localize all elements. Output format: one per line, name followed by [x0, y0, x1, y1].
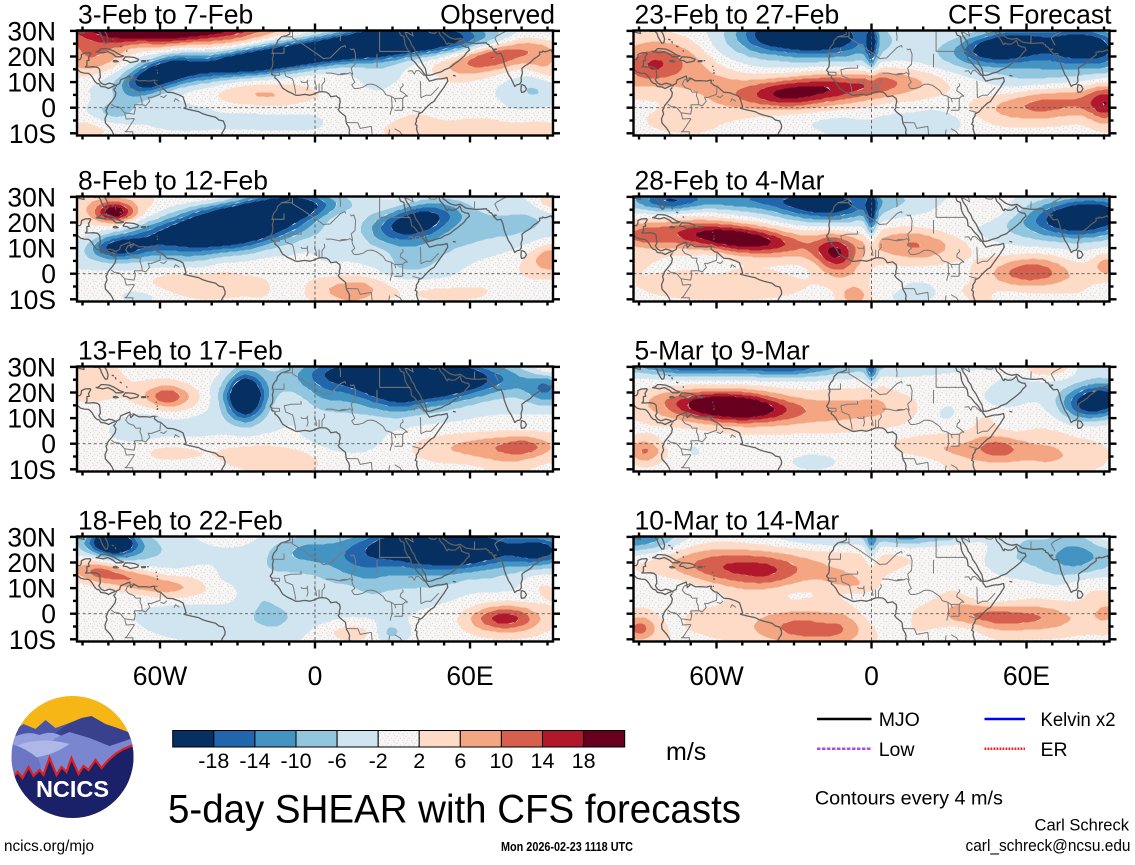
svg-text:30N: 30N: [7, 522, 56, 552]
svg-text:Kelvin x2: Kelvin x2: [1041, 709, 1116, 731]
svg-text:-2: -2: [369, 749, 388, 773]
svg-text:10N: 10N: [7, 68, 56, 98]
svg-text:10: 10: [489, 749, 513, 773]
svg-text:-10: -10: [280, 749, 311, 773]
svg-text:10S: 10S: [9, 455, 56, 485]
svg-text:20N: 20N: [7, 378, 56, 408]
svg-text:28-Feb to 4-Mar: 28-Feb to 4-Mar: [635, 166, 825, 196]
svg-text:20N: 20N: [7, 42, 56, 72]
svg-text:-6: -6: [328, 749, 347, 773]
svg-text:Contours every 4 m/s: Contours every 4 m/s: [815, 788, 1003, 810]
svg-text:carl_schreck@ncsu.edu: carl_schreck@ncsu.edu: [966, 837, 1131, 855]
svg-text:20N: 20N: [7, 548, 56, 578]
svg-text:18-Feb to 22-Feb: 18-Feb to 22-Feb: [78, 506, 283, 536]
svg-text:0: 0: [41, 259, 56, 289]
svg-text:14: 14: [531, 749, 555, 773]
svg-text:m/s: m/s: [666, 738, 706, 766]
svg-text:5-Mar to 9-Mar: 5-Mar to 9-Mar: [635, 336, 810, 366]
svg-text:10-Mar to 14-Mar: 10-Mar to 14-Mar: [635, 506, 840, 536]
svg-text:MJO: MJO: [879, 709, 920, 731]
svg-text:3-Feb to 7-Feb: 3-Feb to 7-Feb: [78, 0, 253, 30]
svg-text:Observed: Observed: [440, 0, 555, 30]
svg-text:-14: -14: [239, 749, 270, 773]
svg-text:ncics.org/mjo: ncics.org/mjo: [4, 838, 94, 855]
svg-text:10N: 10N: [7, 234, 56, 264]
svg-text:60E: 60E: [446, 661, 493, 691]
svg-text:30N: 30N: [7, 16, 56, 46]
svg-text:20N: 20N: [7, 208, 56, 238]
svg-text:Carl Schreck: Carl Schreck: [1035, 817, 1130, 835]
svg-text:0: 0: [864, 661, 879, 691]
svg-text:0: 0: [308, 661, 323, 691]
svg-text:CFS Forecast: CFS Forecast: [948, 0, 1112, 30]
svg-text:0: 0: [41, 599, 56, 629]
svg-text:Low: Low: [879, 739, 916, 761]
svg-text:10N: 10N: [7, 404, 56, 434]
svg-text:5-day SHEAR with CFS forecasts: 5-day SHEAR with CFS forecasts: [168, 788, 741, 832]
svg-text:8-Feb to 12-Feb: 8-Feb to 12-Feb: [78, 166, 268, 196]
svg-text:60W: 60W: [133, 661, 188, 691]
svg-text:10S: 10S: [9, 119, 56, 149]
svg-text:NCICS: NCICS: [36, 776, 109, 802]
svg-text:60E: 60E: [1003, 661, 1050, 691]
svg-text:60W: 60W: [689, 661, 744, 691]
svg-text:10N: 10N: [7, 574, 56, 604]
svg-text:13-Feb to 17-Feb: 13-Feb to 17-Feb: [78, 336, 283, 366]
svg-text:6: 6: [454, 749, 466, 773]
svg-text:10S: 10S: [9, 285, 56, 315]
svg-text:-18: -18: [198, 749, 229, 773]
svg-text:10S: 10S: [9, 625, 56, 655]
svg-text:30N: 30N: [7, 182, 56, 212]
svg-text:ER: ER: [1041, 739, 1068, 761]
svg-text:0: 0: [41, 93, 56, 123]
svg-text:18: 18: [572, 749, 596, 773]
svg-text:Mon 2026-02-23 1118 UTC: Mon 2026-02-23 1118 UTC: [501, 840, 633, 854]
svg-text:23-Feb to 27-Feb: 23-Feb to 27-Feb: [635, 0, 840, 30]
svg-text:0: 0: [41, 429, 56, 459]
svg-text:2: 2: [413, 749, 425, 773]
svg-text:30N: 30N: [7, 352, 56, 382]
